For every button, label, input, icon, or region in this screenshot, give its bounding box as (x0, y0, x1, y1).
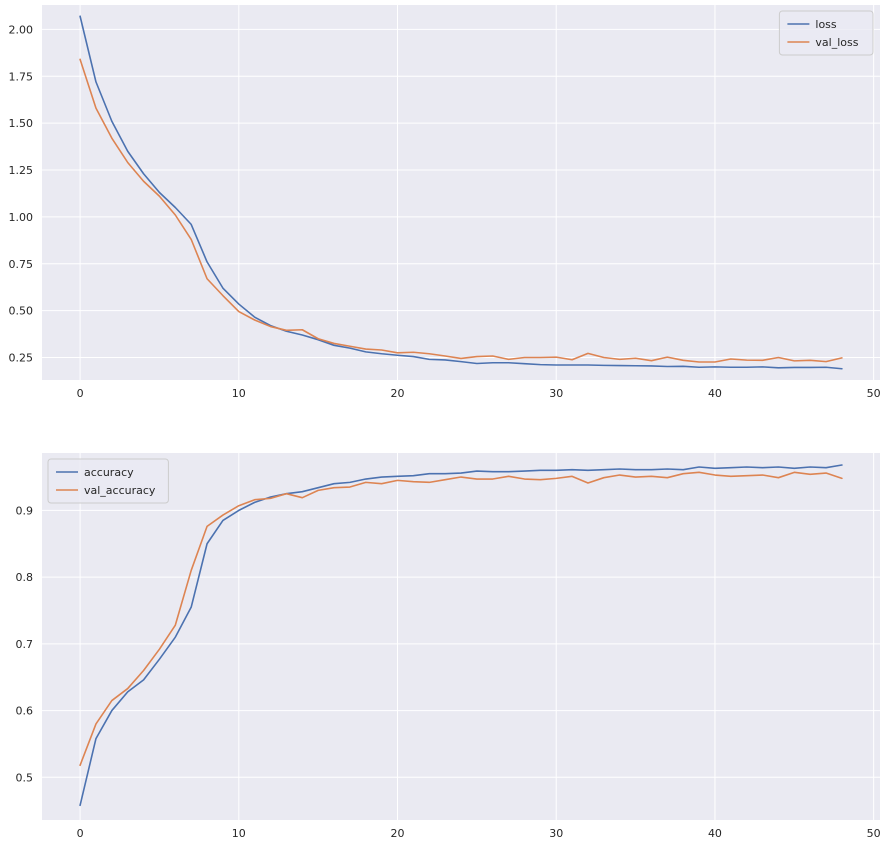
x-tick-label: 20 (391, 387, 405, 400)
plot-area (42, 5, 880, 380)
legend-box (778, 10, 874, 56)
x-tick-label: 50 (867, 387, 881, 400)
y-tick-label: 0.5 (16, 771, 34, 784)
y-tick-label: 0.7 (16, 638, 34, 651)
y-tick-label: 0.9 (16, 504, 34, 517)
x-tick-label: 0 (77, 827, 84, 840)
x-tick-label: 50 (867, 827, 881, 840)
y-tick-label: 1.75 (9, 70, 34, 83)
legend: loss val_loss (778, 10, 874, 56)
series-line-val-loss (79, 58, 843, 363)
legend-label: loss (815, 18, 837, 31)
x-tick-label: 30 (549, 387, 563, 400)
plot-area (42, 453, 880, 820)
legend-box (47, 458, 169, 504)
legend: accuracy val_accuracy (47, 458, 169, 504)
loss-chart: 0 10 20 30 40 50 0.25 0.50 0.75 1.00 1.25 1.50 1.75 2… (9, 5, 881, 400)
y-tick-label: 0.75 (9, 258, 34, 271)
legend-label: val_loss (815, 36, 858, 49)
series-line-loss (79, 15, 843, 370)
x-tick-label: 40 (708, 387, 722, 400)
y-tick-label: 0.25 (9, 352, 34, 365)
x-tick-label: 10 (232, 827, 246, 840)
x-tick-label: 20 (391, 827, 405, 840)
y-tick-label: 2.00 (9, 23, 34, 36)
series-line-accuracy (79, 464, 843, 807)
x-tick-label: 10 (232, 387, 246, 400)
x-tick-label: 30 (549, 827, 563, 840)
x-tick-label: 40 (708, 827, 722, 840)
legend-label: val_accuracy (84, 484, 156, 497)
y-tick-label: 1.25 (9, 164, 34, 177)
y-tick-label: 1.50 (9, 117, 34, 130)
y-tick-label: 0.8 (16, 571, 34, 584)
x-tick-label: 0 (77, 387, 84, 400)
y-tick-label: 0.50 (9, 305, 34, 318)
legend-label: accuracy (84, 466, 134, 479)
series-line-val-accuracy (79, 471, 843, 767)
y-tick-label: 1.00 (9, 211, 34, 224)
y-tick-label: 0.6 (16, 705, 34, 718)
accuracy-chart: 0 10 20 30 40 50 0.5 0.6 0.7 0.8 0.9 accuracy val_ac… (16, 453, 881, 840)
